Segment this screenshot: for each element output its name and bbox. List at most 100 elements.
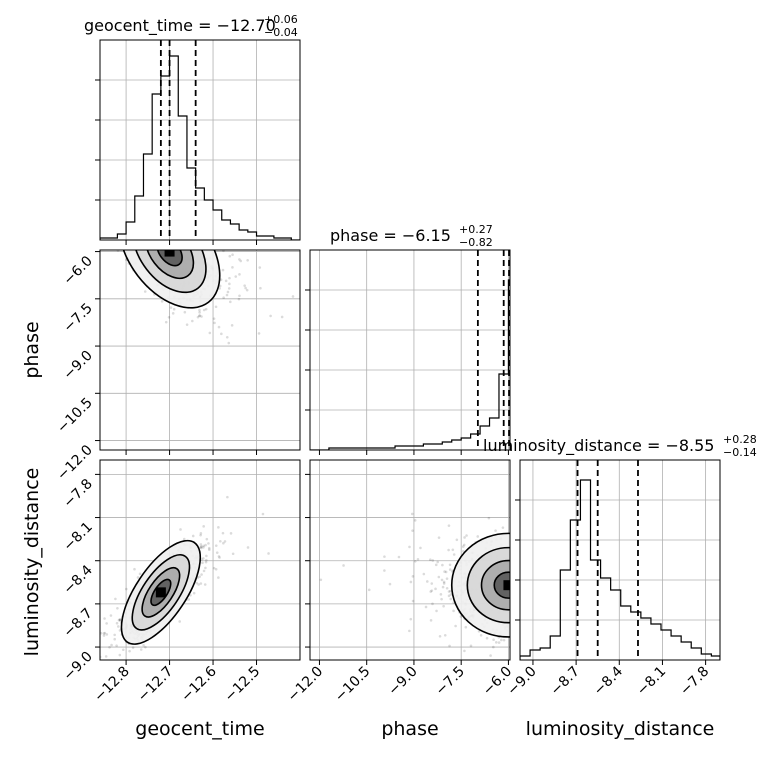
- scatter-point: [161, 247, 164, 250]
- scatter-point: [443, 633, 447, 637]
- scatter-point: [591, 545, 594, 548]
- scatter-point: [146, 242, 149, 245]
- scatter-point: [413, 560, 417, 563]
- scatter-point: [109, 614, 113, 617]
- scatter-point: [115, 621, 119, 625]
- scatter-point: [533, 582, 536, 585]
- hist-bar: [230, 224, 239, 240]
- scatter-point: [558, 544, 561, 547]
- scatter-point: [522, 598, 525, 601]
- hist-bar: [560, 570, 570, 660]
- scatter-point: [525, 581, 528, 584]
- scatter-point: [202, 308, 206, 312]
- scatter-point: [555, 569, 558, 572]
- scatter-point: [515, 584, 518, 587]
- scatter-point: [525, 555, 528, 558]
- scatter-point: [512, 587, 515, 590]
- scatter-point: [479, 634, 483, 637]
- scatter-point: [175, 247, 178, 250]
- scatter-point: [167, 246, 170, 249]
- scatter-point: [510, 598, 513, 601]
- hist-bars: [310, 250, 510, 450]
- scatter-point: [514, 567, 517, 570]
- scatter-point: [442, 580, 446, 584]
- scatter-point: [528, 582, 531, 585]
- scatter-point: [516, 574, 519, 577]
- scatter-point: [545, 595, 548, 598]
- scatter-point: [500, 638, 503, 642]
- scatter-point: [367, 588, 371, 592]
- scatter-point: [103, 617, 106, 620]
- scatter-point: [534, 555, 537, 558]
- scatter-point: [510, 580, 513, 583]
- scatter-point: [127, 212, 130, 215]
- scatter-point: [447, 524, 451, 527]
- scatter-point: [522, 574, 525, 577]
- hist-bar: [461, 438, 470, 450]
- scatter-point: [722, 529, 725, 532]
- scatter-point: [549, 600, 552, 603]
- scatter-point: [91, 202, 94, 205]
- scatter-point: [512, 605, 515, 608]
- scatter-point: [551, 603, 554, 606]
- scatter-point: [525, 576, 528, 579]
- scatter-point: [106, 206, 109, 209]
- scatter-point: [151, 243, 154, 246]
- scatter-point: [416, 557, 420, 561]
- scatter-point: [614, 563, 617, 566]
- hist-bar: [540, 648, 550, 660]
- scatter-point: [207, 542, 210, 545]
- scatter-point: [447, 590, 451, 593]
- scatter-point: [19, 664, 22, 667]
- scatter-panel-geocent-time-vs-luminosity-distance: −12.8 −12.7 −12.6 −12.5−9.0−8.7−8.4−8.1−7.8: [19, 459, 301, 705]
- scatter-point: [560, 555, 563, 558]
- scatter-point: [319, 578, 323, 582]
- scatter-point: [517, 563, 520, 566]
- scatter-point: [537, 569, 540, 572]
- scatter-point: [430, 582, 434, 585]
- scatter-point: [557, 578, 560, 581]
- scatter-point: [171, 312, 175, 315]
- scatter-point: [510, 587, 513, 590]
- scatter-point: [543, 543, 546, 546]
- scatter-point: [517, 572, 520, 575]
- scatter-point: [527, 606, 530, 609]
- scatter-point: [425, 580, 429, 583]
- scatter-point: [512, 582, 515, 585]
- scatter-point: [537, 558, 540, 561]
- scatter-point: [409, 580, 413, 584]
- scatter-point: [514, 573, 517, 576]
- scatter-point: [198, 314, 202, 317]
- scatter-point: [205, 558, 208, 562]
- scatter-point: [429, 590, 433, 593]
- scatter-point: [534, 640, 537, 643]
- scatter-point: [517, 584, 520, 587]
- scatter-point: [198, 308, 201, 312]
- scatter-point: [537, 621, 540, 624]
- scatter-point: [550, 557, 553, 560]
- scatter-point: [183, 310, 187, 314]
- scatter-point: [205, 537, 209, 541]
- scatter-point: [342, 564, 345, 567]
- scatter-point: [514, 563, 517, 566]
- scatter-point: [231, 266, 234, 269]
- scatter-point: [82, 225, 85, 228]
- scatter-point: [169, 306, 173, 309]
- scatter-point: [173, 244, 176, 247]
- hist-bar: [143, 154, 152, 240]
- scatter-point: [157, 246, 160, 249]
- scatter-point: [231, 552, 235, 556]
- scatter-point: [445, 577, 449, 580]
- scatter-point: [198, 311, 201, 314]
- xlabel-phase: phase: [381, 718, 438, 740]
- scatter-point: [517, 605, 520, 608]
- scatter-point: [397, 555, 401, 559]
- scatter-point: [512, 562, 515, 565]
- scatter-point: [164, 320, 168, 324]
- scatter-point: [243, 284, 246, 287]
- hist-bar: [126, 222, 135, 240]
- scatter-point: [517, 572, 520, 575]
- scatter-point: [543, 607, 546, 610]
- scatter-point: [431, 602, 434, 606]
- hist-bar: [170, 56, 179, 240]
